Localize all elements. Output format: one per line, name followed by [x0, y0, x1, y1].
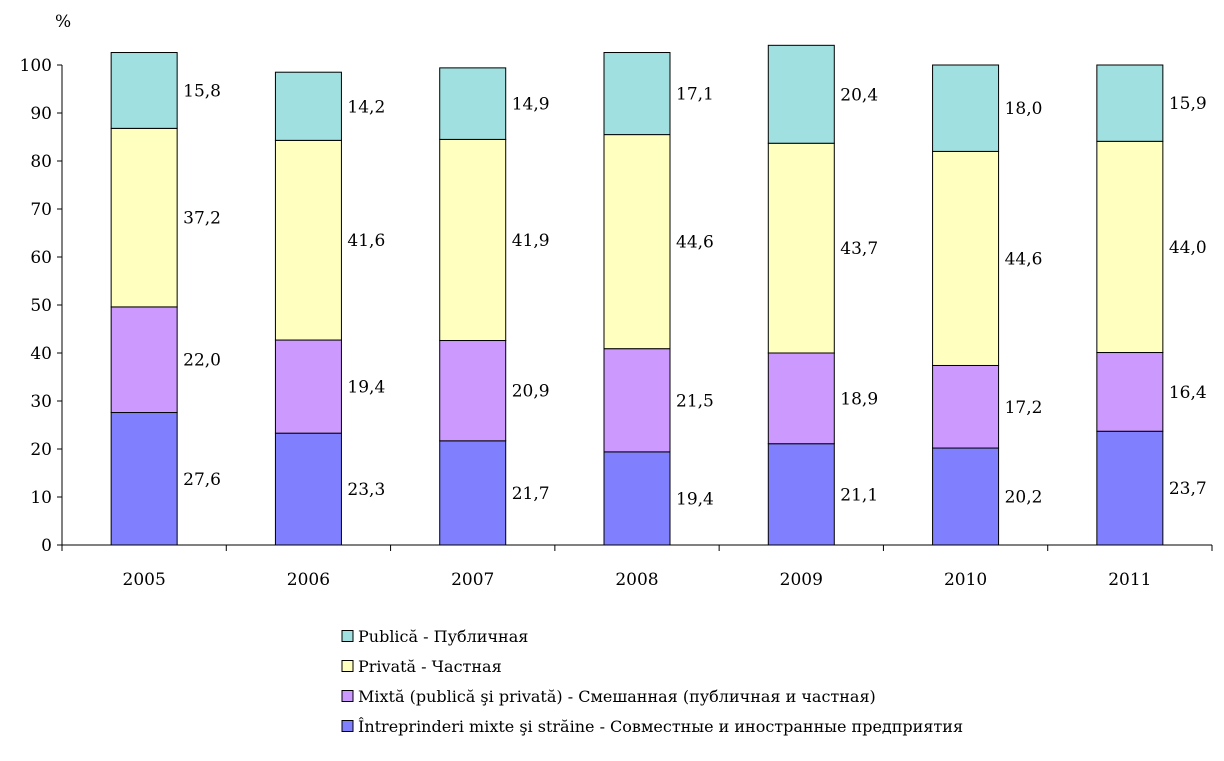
legend-label-3: Publică - Публичная: [358, 627, 528, 646]
bar-segment-2009-3: [767, 44, 835, 144]
data-label-2007-1: 20,9: [512, 382, 550, 402]
x-tick-label-2007: 2007: [451, 570, 494, 590]
bar-segment-2005-0: [110, 412, 178, 546]
legend: Publică - Публичная Privată - Частная Mixt…: [341, 627, 963, 736]
data-label-2009-3: 20,4: [840, 85, 878, 105]
data-label-2007-2: 41,9: [512, 231, 550, 251]
data-label-2008-1: 21,5: [676, 391, 714, 411]
bar-segment-2011-0: [1096, 430, 1164, 546]
data-label-2005-1: 22,0: [183, 351, 221, 371]
bar-segment-2009-2: [767, 142, 835, 354]
bar-segment-2010-1: [932, 364, 1000, 449]
x-tick-label-2006: 2006: [287, 570, 330, 590]
bar-segment-2008-3: [603, 52, 671, 136]
y-tick-label-40: 40: [30, 344, 52, 364]
y-tick-label-100: 100: [20, 56, 52, 76]
x-tick-label-2005: 2005: [123, 570, 166, 590]
bars-group: [110, 44, 1164, 546]
y-tick-label-50: 50: [30, 296, 52, 316]
y-tick-label-70: 70: [30, 200, 52, 220]
bar-segment-2010-0: [932, 447, 1000, 546]
data-label-2007-3: 14,9: [512, 95, 550, 115]
x-tick-label-2009: 2009: [780, 570, 823, 590]
data-label-2007-0: 21,7: [512, 484, 550, 504]
bar-segment-2008-1: [603, 348, 671, 453]
bar-segment-2011-3: [1096, 64, 1164, 142]
x-tick-label-2008: 2008: [615, 570, 658, 590]
data-label-2009-1: 18,9: [840, 389, 878, 409]
bar-segment-2008-0: [603, 451, 671, 546]
y-tick-label-60: 60: [30, 248, 52, 268]
bar-segment-2007-2: [439, 138, 507, 342]
data-label-2009-2: 43,7: [840, 239, 878, 259]
bar-segment-2011-1: [1096, 352, 1164, 432]
bar-segment-2010-3: [932, 64, 1000, 152]
data-label-2009-0: 21,1: [840, 485, 878, 505]
data-label-2006-1: 19,4: [347, 378, 385, 398]
bar-segment-2007-1: [439, 340, 507, 442]
data-label-2010-1: 17,2: [1005, 398, 1043, 418]
data-label-2008-2: 44,6: [676, 233, 714, 253]
data-label-2011-2: 44,0: [1169, 238, 1207, 258]
bar-segment-2010-2: [932, 150, 1000, 366]
bar-segment-2009-0: [767, 443, 835, 546]
bar-segment-2008-2: [603, 134, 671, 350]
bar-segment-2006-0: [274, 432, 342, 546]
legend-label-1: Mixtă (publică şi privată) - Смешанная (…: [358, 687, 876, 706]
legend-swatch-0: [341, 720, 354, 732]
bar-segment-2005-2: [110, 127, 178, 308]
bar-segment-2007-3: [439, 67, 507, 140]
data-label-2005-0: 27,6: [183, 470, 221, 490]
data-label-2008-0: 19,4: [676, 489, 714, 509]
data-label-2008-3: 17,1: [676, 85, 714, 105]
data-label-2010-2: 44,6: [1005, 249, 1043, 269]
data-label-2010-0: 20,2: [1005, 488, 1043, 508]
y-tick-label-80: 80: [30, 152, 52, 172]
data-label-2006-0: 23,3: [347, 480, 385, 500]
y-tick-label-0: 0: [41, 536, 52, 556]
data-label-2005-2: 37,2: [183, 209, 221, 229]
x-tick-label-2011: 2011: [1108, 570, 1151, 590]
bar-segment-2007-0: [439, 440, 507, 546]
data-labels-group: 27,6 22,0 37,2 15,8 23,3 19,4 41,6 14,2 21,7 20,9…: [183, 81, 1207, 509]
data-label-2010-3: 18,0: [1005, 99, 1043, 119]
bar-segment-2006-1: [274, 339, 342, 434]
data-label-2006-3: 14,2: [347, 97, 385, 117]
y-tick-label-10: 10: [30, 488, 52, 508]
bar-segment-2005-3: [110, 52, 178, 129]
data-label-2011-1: 16,4: [1169, 383, 1207, 403]
bar-segment-2006-2: [274, 139, 342, 341]
y-tick-label-20: 20: [30, 440, 52, 460]
bar-segment-2009-1: [767, 352, 835, 445]
data-label-2006-2: 41,6: [347, 231, 385, 251]
data-label-2011-3: 15,9: [1169, 94, 1207, 114]
legend-swatch-3: [341, 630, 354, 642]
legend-swatch-2: [341, 660, 354, 672]
bar-segment-2006-3: [274, 71, 342, 141]
bar-segment-2005-1: [110, 306, 178, 414]
data-label-2011-0: 23,7: [1169, 479, 1207, 499]
y-axis-unit-label: %: [55, 12, 71, 32]
data-label-2005-3: 15,8: [183, 81, 221, 101]
axes-group: 0 10 20 30 40 50 60 70 80 90 100 2005 2006 2007 2008 20…: [20, 56, 1213, 590]
y-tick-label-30: 30: [30, 392, 52, 412]
legend-swatch-1: [341, 690, 354, 702]
x-tick-label-2010: 2010: [944, 570, 987, 590]
y-tick-label-90: 90: [30, 104, 52, 124]
bar-segment-2011-2: [1096, 140, 1164, 354]
legend-label-2: Privată - Частная: [358, 657, 502, 676]
legend-label-0: Întreprinderi mixte şi străine - Совмест…: [358, 716, 963, 736]
